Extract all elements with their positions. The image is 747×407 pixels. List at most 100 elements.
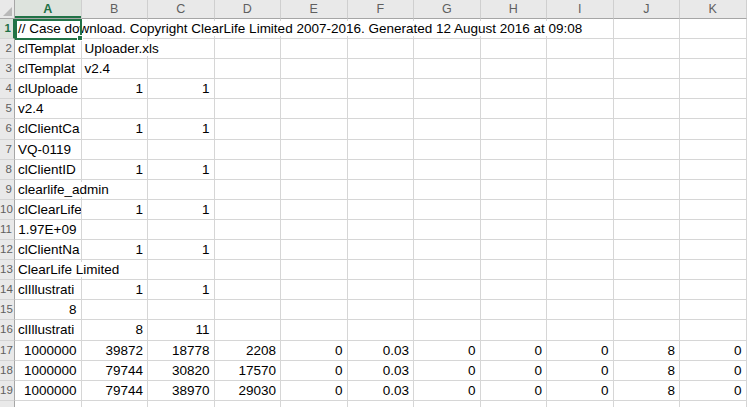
cell-d9[interactable] [215,180,282,200]
cell-j4[interactable] [614,79,681,99]
cell-e8[interactable] [281,160,348,180]
cell-a12[interactable]: clClientNa [15,240,82,260]
cell-d3[interactable] [215,59,282,79]
cell-d14[interactable] [215,280,282,300]
cell-b15[interactable] [82,300,149,320]
cell-c16[interactable]: 11 [148,320,215,340]
cell-g8[interactable] [414,160,481,180]
cell-c8[interactable]: 1 [148,160,215,180]
cell-d5[interactable] [215,99,282,119]
cell-k7[interactable] [680,140,747,160]
row-header-13[interactable]: 13 [0,260,15,280]
cell-g12[interactable] [414,240,481,260]
cell-h18[interactable]: 0 [481,361,548,381]
cell-b11[interactable] [82,220,149,240]
cell-i12[interactable] [547,240,614,260]
cell-c7[interactable] [148,140,215,160]
cell-a18[interactable]: 1000000 [15,361,82,381]
cell-f[interactable] [348,401,415,407]
cell-k3[interactable] [680,59,747,79]
row-header-16[interactable]: 16 [0,320,15,340]
cell-g11[interactable] [414,220,481,240]
cell-k18[interactable]: 0 [680,361,747,381]
cell-k16[interactable] [680,320,747,340]
cell-f13[interactable] [348,260,415,280]
cell-c14[interactable]: 1 [148,280,215,300]
cell-d[interactable] [215,401,282,407]
cell-k[interactable] [680,401,747,407]
cell-a4[interactable]: clUploade [15,79,82,99]
cell-i2[interactable] [547,39,614,59]
cell-j17[interactable]: 8 [614,341,681,361]
cell-a13[interactable]: ClearLife Limited [15,260,82,280]
cell-i17[interactable]: 0 [547,341,614,361]
cell-c11[interactable] [148,220,215,240]
cell-j19[interactable]: 8 [614,381,681,401]
cell-g16[interactable] [414,320,481,340]
cell-b4[interactable]: 1 [82,79,149,99]
cell-c6[interactable]: 1 [148,119,215,139]
column-header-d[interactable]: D [215,0,282,19]
cell-h15[interactable] [481,300,548,320]
cell-h12[interactable] [481,240,548,260]
cell-d19[interactable]: 29030 [215,381,282,401]
cell-i[interactable] [547,401,614,407]
cell-b6[interactable]: 1 [82,119,149,139]
cell-e6[interactable] [281,119,348,139]
row-header-3[interactable]: 3 [0,59,15,79]
cell-j9[interactable] [614,180,681,200]
cell-b2[interactable]: Uploader.xls [82,39,149,59]
cell-b10[interactable]: 1 [82,200,149,220]
cell-h11[interactable] [481,220,548,240]
cell-j14[interactable] [614,280,681,300]
cell-g9[interactable] [414,180,481,200]
cell-i8[interactable] [547,160,614,180]
cell-d8[interactable] [215,160,282,180]
cell-a19[interactable]: 1000000 [15,381,82,401]
cell-g4[interactable] [414,79,481,99]
cell-c15[interactable] [148,300,215,320]
cell-i13[interactable] [547,260,614,280]
cell-i7[interactable] [547,140,614,160]
cell-g10[interactable] [414,200,481,220]
cell-j11[interactable] [614,220,681,240]
cell-e13[interactable] [281,260,348,280]
cell-g17[interactable]: 0 [414,341,481,361]
cell-h5[interactable] [481,99,548,119]
cell-g14[interactable] [414,280,481,300]
cell-e15[interactable] [281,300,348,320]
cell-d7[interactable] [215,140,282,160]
cell-k9[interactable] [680,180,747,200]
cell-k5[interactable] [680,99,747,119]
cell-f5[interactable] [348,99,415,119]
cell-k4[interactable] [680,79,747,99]
cell-a[interactable] [15,401,82,407]
cell-i5[interactable] [547,99,614,119]
cell-h9[interactable] [481,180,548,200]
cell-d12[interactable] [215,240,282,260]
cell-i19[interactable]: 0 [547,381,614,401]
cell-e2[interactable] [281,39,348,59]
cell-a11[interactable]: 1.97E+09 [15,220,82,240]
cell-f11[interactable] [348,220,415,240]
cell-j12[interactable] [614,240,681,260]
cell-c19[interactable]: 38970 [148,381,215,401]
cell-a2[interactable]: clTemplat [15,39,82,59]
cell-a6[interactable]: clClientCa [15,119,82,139]
cell-e18[interactable]: 0 [281,361,348,381]
cell-f3[interactable] [348,59,415,79]
select-all-corner[interactable] [0,0,15,19]
cell-h7[interactable] [481,140,548,160]
cell-k19[interactable]: 0 [680,381,747,401]
cell-e12[interactable] [281,240,348,260]
cell-f7[interactable] [348,140,415,160]
cell-f19[interactable]: 0.03 [348,381,415,401]
cell-h6[interactable] [481,119,548,139]
cell-j5[interactable] [614,99,681,119]
cell-c13[interactable] [148,260,215,280]
row-header-4[interactable]: 4 [0,79,15,99]
cell-f18[interactable]: 0.03 [348,361,415,381]
column-header-c[interactable]: C [148,0,215,19]
cell-f16[interactable] [348,320,415,340]
row-header-8[interactable]: 8 [0,160,15,180]
